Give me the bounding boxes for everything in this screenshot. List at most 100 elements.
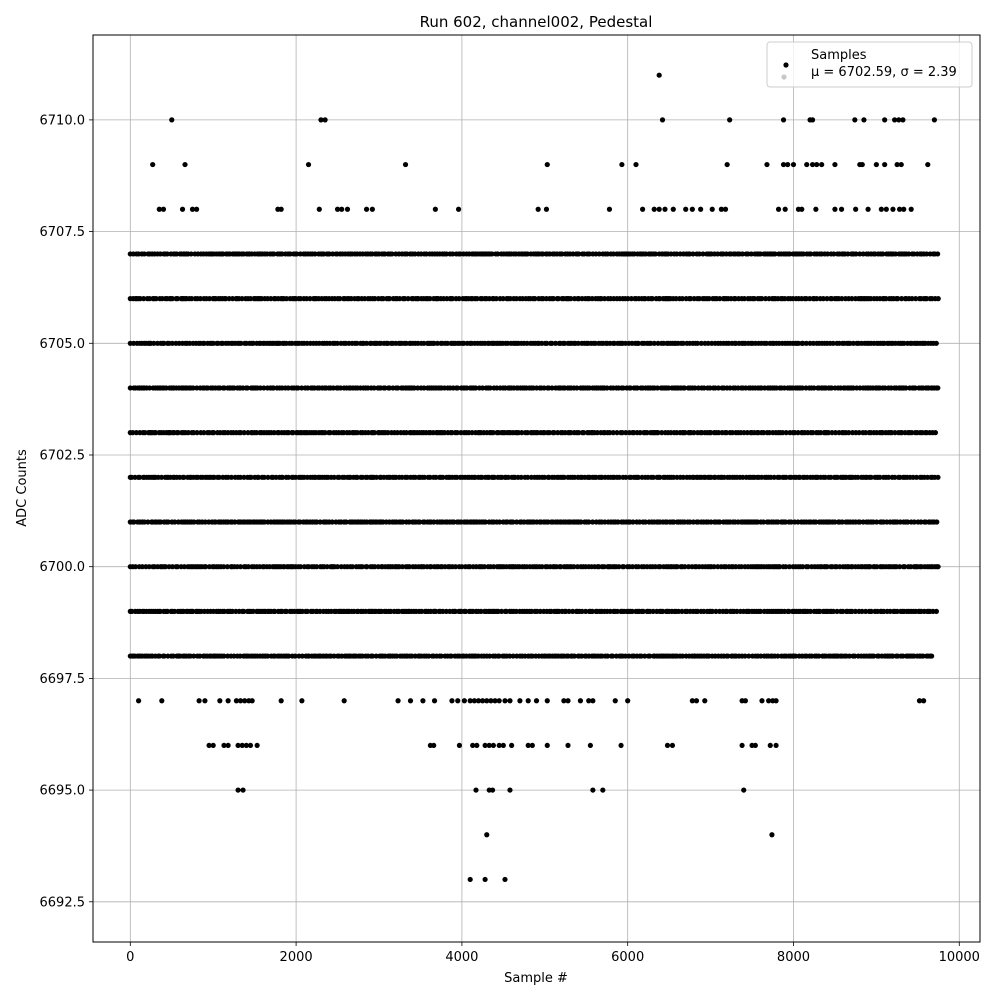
data-point: [203, 564, 209, 570]
data-point: [421, 385, 427, 391]
data-point: [565, 742, 571, 749]
data-point: [334, 564, 341, 570]
data-point: [871, 653, 877, 659]
data-point: [493, 296, 499, 302]
data-point: [902, 564, 908, 570]
data-point: [905, 519, 911, 525]
data-point: [261, 385, 267, 391]
data-point: [566, 608, 572, 614]
data-point: [650, 474, 656, 480]
data-point: [849, 296, 855, 302]
data-point: [299, 698, 305, 704]
data-point: [386, 296, 393, 302]
data-point: [239, 742, 245, 749]
data-point: [581, 430, 587, 436]
data-point: [402, 161, 409, 168]
data-point: [832, 430, 839, 436]
data-point: [541, 385, 547, 391]
data-point: [188, 251, 194, 257]
data-point: [865, 206, 871, 212]
ticks-layer: 0 2000 4000 6000 8000 10000 6692.5 6695.0 6697.5…: [40, 113, 980, 965]
data-point: [898, 161, 904, 168]
data-point: [285, 385, 291, 391]
data-point: [467, 698, 473, 704]
data-point: [623, 474, 629, 480]
data-point: [452, 564, 459, 570]
data-point: [775, 206, 782, 212]
data-point: [625, 698, 631, 704]
data-point: [369, 653, 376, 659]
data-point: [741, 296, 747, 302]
data-point: [473, 385, 479, 391]
data-point: [541, 474, 548, 480]
data-point: [431, 698, 438, 704]
data-point: [713, 608, 719, 614]
x-tick-label: 0: [126, 950, 134, 965]
data-point: [780, 117, 787, 123]
data-point: [610, 430, 616, 436]
data-point: [243, 742, 249, 749]
data-point: [294, 251, 300, 257]
data-point: [868, 608, 874, 614]
plot-frame: [92, 34, 981, 943]
data-point: [885, 474, 892, 480]
data-point: [681, 385, 688, 391]
data-point: [555, 296, 562, 302]
data-point: [161, 340, 167, 346]
data-point: [691, 430, 697, 436]
data-point: [657, 564, 663, 570]
data-point: [471, 698, 477, 704]
data-point: [725, 653, 731, 659]
data-point: [248, 474, 254, 480]
data-point: [670, 206, 676, 212]
data-point: [746, 653, 752, 659]
data-point: [529, 742, 535, 749]
data-point: [935, 474, 941, 480]
data-point: [181, 474, 187, 480]
data-point: [606, 206, 613, 212]
data-point: [662, 206, 668, 212]
data-point: [660, 608, 666, 614]
data-point: [544, 742, 550, 749]
data-point: [525, 698, 531, 704]
data-point: [853, 206, 859, 212]
data-point: [878, 206, 884, 212]
data-point: [416, 519, 423, 525]
data-point: [349, 564, 356, 570]
data-point: [450, 251, 456, 257]
data-point: [651, 340, 657, 346]
data-point: [832, 206, 838, 212]
data-point: [400, 519, 406, 525]
data-point: [783, 564, 789, 570]
data-point: [635, 474, 641, 480]
data-point: [371, 385, 377, 391]
data-point: [299, 385, 305, 391]
data-point: [659, 117, 666, 123]
data-point: [454, 430, 460, 436]
data-point: [484, 832, 490, 838]
data-point: [621, 564, 627, 570]
data-point: [169, 564, 176, 570]
data-point: [757, 608, 764, 614]
data-point: [238, 340, 244, 346]
data-point: [482, 742, 488, 749]
data-point: [773, 742, 779, 749]
data-point: [771, 474, 777, 480]
data-point: [924, 251, 930, 257]
data-point: [772, 251, 778, 257]
data-point: [337, 296, 343, 302]
data-point: [206, 742, 212, 749]
data-point: [255, 474, 262, 480]
data-point: [500, 296, 506, 302]
data-point: [224, 564, 230, 570]
data-point: [405, 296, 411, 302]
data-point: [191, 519, 197, 525]
data-point: [164, 251, 170, 257]
data-point: [283, 296, 290, 302]
data-point: [322, 430, 328, 436]
data-point: [925, 161, 931, 168]
data-point: [484, 698, 490, 704]
data-point: [237, 698, 244, 704]
